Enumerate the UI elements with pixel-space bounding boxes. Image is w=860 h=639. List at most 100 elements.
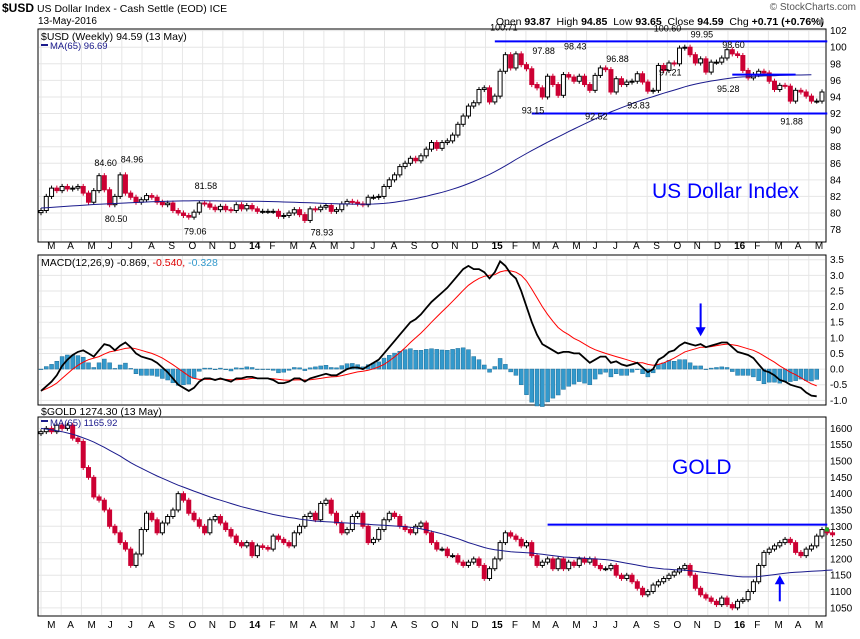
usd-candle [281,212,287,219]
usd-candle [186,212,192,220]
candle-body [492,558,498,570]
candle-body [117,174,123,197]
candle-body [782,538,788,544]
macd-histogram-bar [223,368,228,370]
candle-body [217,516,223,524]
candle-body [729,49,735,55]
macd-histogram-bar [592,368,598,380]
candle-body [677,47,683,65]
candle-body [434,142,440,149]
price-label: 95.28 [717,84,740,94]
x-tick-label-bottom: J [370,620,375,631]
candle-body [270,210,276,213]
price-label: 92.52 [585,111,608,121]
candle-body [191,211,197,218]
gold-candle [270,533,276,552]
candle-body [128,548,134,566]
gold-candle [476,556,482,568]
candle-body [149,512,155,521]
candle-body [138,529,144,555]
gold-candle [603,566,609,572]
usd-candle [233,202,239,214]
x-tick-label-bottom: A [552,620,559,631]
x-tick-label-bottom: A [148,620,155,631]
candle-body [307,512,313,518]
usd-candle [703,56,709,75]
candle-body [91,476,97,498]
usd-candle [413,155,419,164]
x-tick-label-bottom: D [229,620,236,631]
candle-body [59,185,65,192]
candle-body [180,212,186,216]
usd-candle [212,204,218,213]
y-tick-label: -1.0 [830,396,848,407]
candle-body [281,214,287,217]
candle-body [265,210,271,213]
candle-body [566,561,572,570]
macd-histogram-bar [249,367,255,370]
usd-candle [307,206,313,224]
candle-body [523,64,529,70]
gold-candle [376,527,382,542]
candle-body [708,597,714,602]
macd-histogram-bar [234,367,239,370]
candle-body [249,205,255,210]
gold-candle [244,540,250,549]
last-value-marker [825,527,829,532]
candle-body [223,205,229,211]
y-tick-label: 1550 [830,440,853,451]
macd-histogram-bar [413,350,418,370]
gold-candle [655,579,661,588]
candle-body [43,195,49,212]
candle-body [465,561,471,566]
gold-candle [808,543,814,552]
up-arrow-annotation-head [774,575,785,585]
usd-candle [170,200,176,214]
macd-histogram-bar [429,348,434,370]
candle-body [175,493,181,511]
dropdown-chevron-icon[interactable]: ▾ [817,14,824,29]
x-tick-label-bottom: M [572,620,580,631]
gold-candle [91,474,97,500]
price-label: 93.83 [627,101,650,111]
candle-body [328,499,334,514]
macd-histogram-bar [550,368,556,399]
macd-histogram-bar [292,367,297,370]
gold-candle [471,556,477,565]
y-tick-label: 88 [830,142,842,153]
macd-histogram-bar [624,368,629,376]
usd-candle [207,201,213,210]
x-tick-label-bottom: M [47,620,55,631]
candle-body [724,597,730,606]
usd-candle [112,193,118,208]
candle-body [270,535,276,550]
macd-histogram-bar [96,362,102,370]
usd-candle [677,45,683,67]
candle-body [54,187,60,192]
candle-body [217,205,223,211]
x-tick-label-top: M [330,241,338,252]
usd-candle [603,65,609,73]
candle-body [597,67,603,76]
gold-candle [661,576,667,585]
macd-histogram-bar [751,368,756,378]
usd-candle [128,190,134,200]
gold-candle [334,510,340,526]
gold-candle [819,527,825,539]
macd-histogram-bar [635,368,640,370]
usd-candle [787,83,793,104]
candle-body [608,69,614,93]
y-tick-label: 84 [830,175,842,186]
macd-histogram-bar [418,350,424,370]
macd-histogram-bar [133,368,139,374]
macd-histogram-bar [450,349,455,370]
x-tick-label-top: M [572,241,580,252]
usd-candle [223,203,229,213]
candle-body [465,105,471,117]
candle-body [661,577,667,583]
usd-candle [465,103,471,119]
candle-body [38,210,44,214]
macd-histogram-bar [809,368,814,382]
candle-body [434,542,440,550]
macd-histogram-bar [698,365,703,370]
